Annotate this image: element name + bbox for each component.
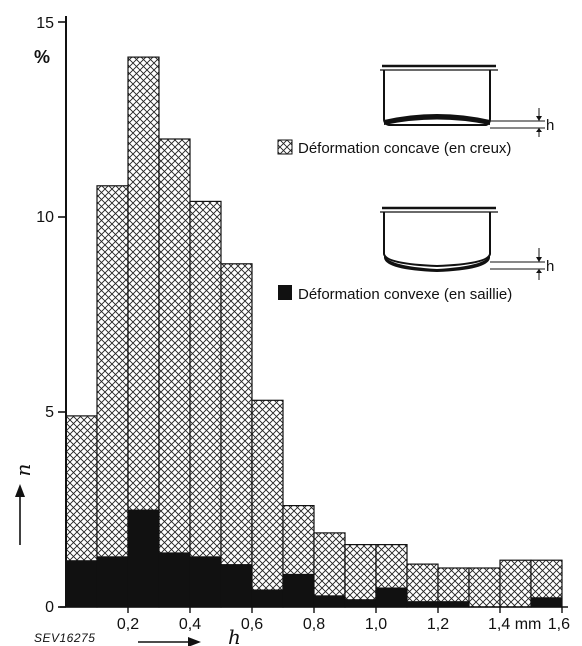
bar-concave-5 [220,263,253,608]
bar-concave-9 [344,543,377,608]
bar-concave-4 [189,200,222,608]
bar-convex-2 [128,509,159,607]
legend-convex: h Déformation convexe (en saillie) [278,206,554,303]
x-tick-label: 0,8 [303,616,325,633]
bar-convex-15 [531,597,562,607]
x-tick-label: 1,0 [365,616,387,633]
y-axis-label: n [11,464,35,477]
y-ticks: 0 5 10 15 [36,15,66,616]
figure-code: SEV16275 [34,631,95,645]
bar-concave-8 [313,532,346,608]
bar-concave-14 [499,559,532,608]
bar-concave-13 [468,567,501,608]
y-tick-label: 0 [45,599,54,616]
bar-convex-6 [252,589,283,607]
legend-concave: h Déformation concave (en creux) [277,64,554,157]
bar-convex-12 [438,601,469,607]
bar-concave-12 [437,567,470,608]
bar-convex-9 [345,599,376,607]
y-tick-label: 10 [36,209,54,226]
y-axis-title: n [11,464,35,545]
bar-convex-5 [221,564,252,607]
bar-concave-6 [251,399,284,608]
convex-h-label: h [546,258,554,275]
bar-convex-11 [407,601,438,607]
x-tick-label: 0,2 [117,616,139,633]
convex-diagram-icon: h [380,206,554,280]
bar-convex-0 [66,560,97,607]
concave-h-label: h [546,117,554,134]
x-arrow-icon [138,637,201,646]
y-tick-label: 5 [45,404,54,421]
y-unit-label: % [34,47,50,67]
x-tick-label: 1,4 mm [488,616,541,633]
bar-convex-1 [97,556,128,607]
x-ticks: 0,2 0,4 0,6 0,8 1,0 1,2 1,4 mm 1,6 [117,607,570,633]
x-axis-title: h [138,625,241,646]
x-tick-label: 0,6 [241,616,263,633]
concave-diagram-icon: h [380,64,554,137]
bar-concave-3 [158,138,191,608]
bar-convex-7 [283,573,314,607]
x-axis-label: h [228,625,241,646]
concave-swatch [277,139,293,155]
bar-concave-1 [96,185,129,608]
bar-convex-8 [314,595,345,607]
bars-group [65,56,563,608]
bar-convex-10 [376,587,407,607]
legend-concave-label: Déformation concave (en creux) [298,140,511,157]
legend-convex-label: Déformation convexe (en saillie) [298,286,512,303]
y-arrow-icon [15,484,25,545]
convex-swatch [278,285,292,300]
x-tick-label: 1,2 [427,616,449,633]
bar-convex-3 [159,552,190,607]
bar-concave-11 [406,563,439,608]
bar-convex-4 [190,556,221,607]
x-tick-label: 1,6 [548,616,570,633]
y-tick-label: 15 [36,15,54,32]
x-tick-label: 0,4 [179,616,201,633]
